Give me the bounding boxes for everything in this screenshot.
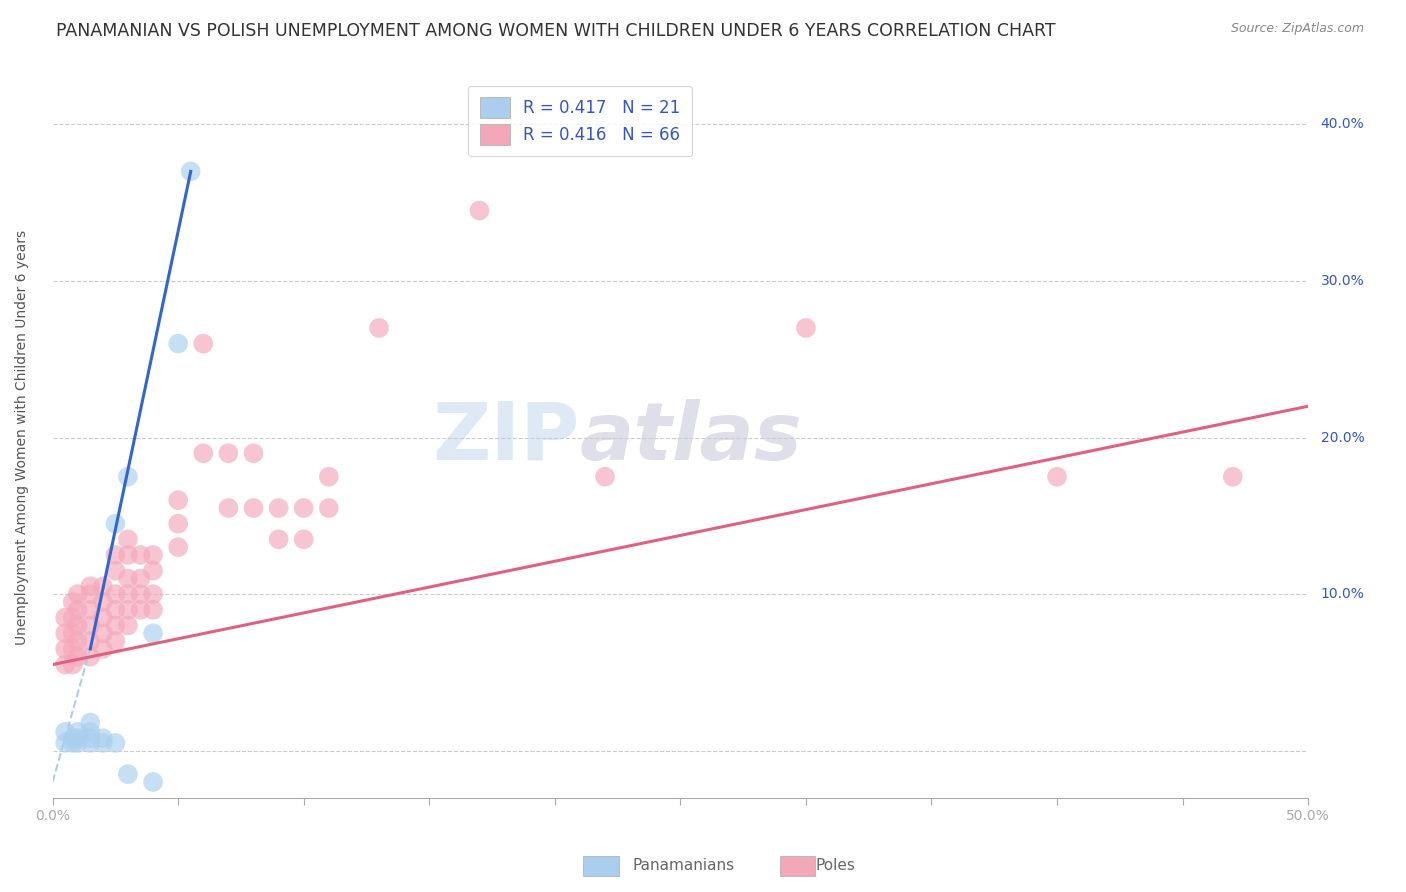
Point: [104, 548, 127, 562]
Point: [91, 642, 114, 657]
Point: [167, 516, 190, 531]
Point: [79, 736, 101, 750]
Point: [91, 736, 114, 750]
Point: [167, 336, 190, 351]
Point: [79, 603, 101, 617]
Point: [104, 603, 127, 617]
Point: [62, 642, 84, 657]
Legend: R = 0.417   N = 21, R = 0.416   N = 66: R = 0.417 N = 21, R = 0.416 N = 66: [468, 86, 692, 156]
Text: Source: ZipAtlas.com: Source: ZipAtlas.com: [1230, 22, 1364, 36]
Point: [217, 501, 239, 516]
Point: [104, 634, 127, 648]
Point: [117, 767, 139, 781]
Y-axis label: Unemployment Among Women with Children Under 6 years: Unemployment Among Women with Children U…: [15, 230, 30, 645]
Point: [117, 587, 139, 601]
Point: [117, 572, 139, 586]
Point: [79, 715, 101, 730]
Point: [180, 164, 202, 178]
Point: [91, 579, 114, 593]
Point: [217, 446, 239, 460]
Point: [53, 642, 76, 657]
Point: [66, 736, 89, 750]
Point: [104, 587, 127, 601]
Point: [292, 501, 315, 516]
Point: [62, 626, 84, 640]
Text: PANAMANIAN VS POLISH UNEMPLOYMENT AMONG WOMEN WITH CHILDREN UNDER 6 YEARS CORREL: PANAMANIAN VS POLISH UNEMPLOYMENT AMONG …: [56, 22, 1056, 40]
Point: [62, 736, 84, 750]
Point: [593, 469, 616, 483]
Point: [129, 548, 152, 562]
Point: [91, 731, 114, 746]
Point: [79, 579, 101, 593]
Point: [62, 731, 84, 746]
Point: [267, 533, 290, 547]
Point: [117, 533, 139, 547]
Point: [142, 587, 165, 601]
Point: [79, 725, 101, 739]
Point: [91, 595, 114, 609]
Point: [53, 725, 76, 739]
Point: [62, 610, 84, 624]
Point: [292, 533, 315, 547]
Point: [142, 548, 165, 562]
Text: Poles: Poles: [815, 858, 855, 872]
Point: [79, 618, 101, 632]
Point: [794, 321, 817, 335]
Point: [53, 736, 76, 750]
Point: [117, 603, 139, 617]
Point: [66, 603, 89, 617]
Point: [91, 610, 114, 624]
Point: [117, 548, 139, 562]
Point: [242, 501, 264, 516]
Point: [167, 540, 190, 554]
Point: [368, 321, 391, 335]
Point: [318, 501, 340, 516]
Text: ZIP: ZIP: [433, 399, 579, 476]
Point: [62, 657, 84, 672]
Point: [66, 649, 89, 664]
Point: [142, 626, 165, 640]
Point: [142, 775, 165, 789]
Point: [66, 725, 89, 739]
Point: [468, 203, 491, 218]
Point: [129, 572, 152, 586]
Point: [66, 634, 89, 648]
Point: [267, 501, 290, 516]
Point: [66, 618, 89, 632]
Point: [53, 657, 76, 672]
Point: [193, 446, 215, 460]
Point: [66, 587, 89, 601]
Point: [104, 736, 127, 750]
Point: [117, 469, 139, 483]
Point: [142, 603, 165, 617]
Point: [53, 626, 76, 640]
Point: [193, 336, 215, 351]
Point: [62, 595, 84, 609]
Point: [104, 516, 127, 531]
Text: Panamanians: Panamanians: [633, 858, 735, 872]
Text: atlas: atlas: [579, 399, 803, 476]
Point: [66, 731, 89, 746]
Point: [1046, 469, 1069, 483]
Point: [318, 469, 340, 483]
Point: [79, 649, 101, 664]
Point: [117, 618, 139, 632]
Text: 20.0%: 20.0%: [1320, 431, 1364, 444]
Point: [79, 634, 101, 648]
Point: [104, 618, 127, 632]
Point: [242, 446, 264, 460]
Point: [167, 493, 190, 508]
Point: [104, 564, 127, 578]
Point: [142, 564, 165, 578]
Point: [79, 587, 101, 601]
Text: 30.0%: 30.0%: [1320, 274, 1364, 288]
Point: [91, 626, 114, 640]
Text: 40.0%: 40.0%: [1320, 118, 1364, 131]
Point: [129, 603, 152, 617]
Point: [1222, 469, 1244, 483]
Point: [129, 587, 152, 601]
Point: [53, 610, 76, 624]
Point: [79, 731, 101, 746]
Text: 10.0%: 10.0%: [1320, 587, 1365, 601]
